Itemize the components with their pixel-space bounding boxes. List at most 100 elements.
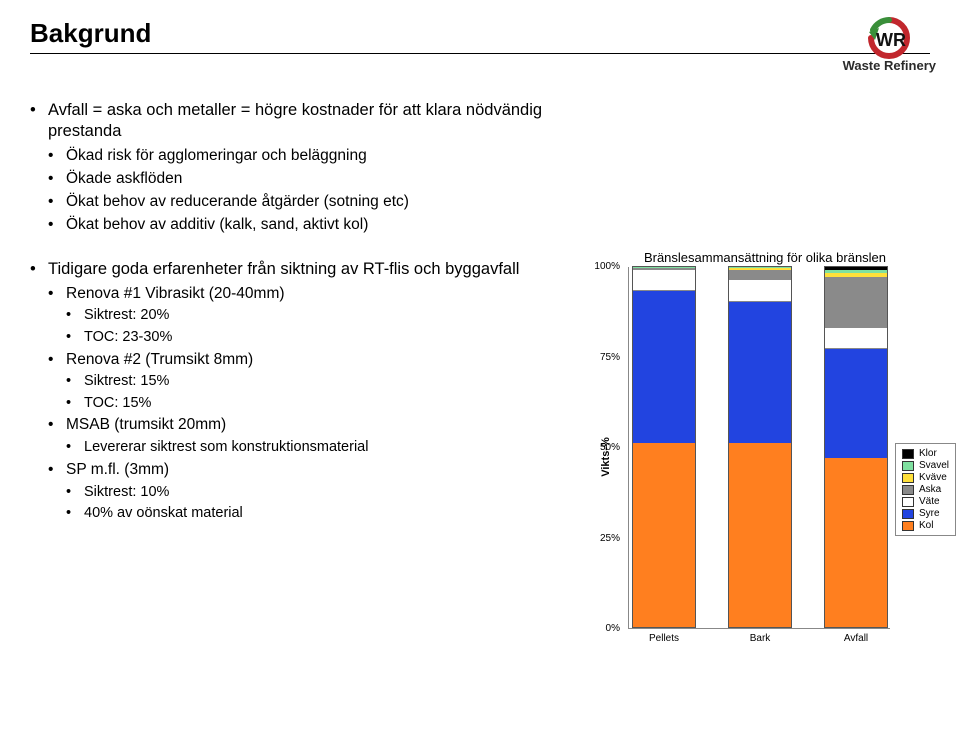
logo-text: Waste Refinery (843, 58, 936, 73)
bullet-l2: Ökade askflöden (48, 169, 550, 189)
bullet-l1: Tidigare goda erfarenheter från siktning… (30, 259, 550, 523)
chart-legend: KlorSvavelKväveAskaVäteSyreKol (895, 443, 956, 536)
legend-label: Väte (919, 496, 940, 507)
legend-row: Aska (902, 484, 949, 495)
chart-bar-segment (728, 278, 792, 302)
bullet-l2: Ökat behov av additiv (kalk, sand, aktiv… (48, 215, 550, 235)
chart-bar: Avfall (824, 266, 888, 628)
bullet-l3: Levererar siktrest som konstruktionsmate… (66, 438, 550, 457)
header: Bakgrund W R Waste Refinery (30, 18, 930, 72)
chart-plot: Pellets Bark Avfall (628, 267, 890, 629)
legend-row: Klor (902, 448, 949, 459)
chart-bar-segment (728, 443, 792, 628)
svg-text:W: W (876, 30, 893, 50)
bullet-list: Tidigare goda erfarenheter från siktning… (30, 259, 550, 523)
legend-label: Syre (919, 508, 940, 519)
bullet-l3: Siktrest: 10% (66, 483, 550, 502)
bullet-list: Avfall = aska och metaller = högre kostn… (30, 100, 550, 235)
bullet-text: MSAB (trumsikt 20mm) (66, 416, 226, 433)
legend-row: Kväve (902, 472, 949, 483)
legend-swatch (902, 449, 914, 459)
chart-bar-segment (632, 267, 696, 268)
bullet-l3: Siktrest: 15% (66, 372, 550, 391)
bullet-l3: TOC: 15% (66, 394, 550, 413)
chart-bar: Bark (728, 266, 792, 628)
body: Avfall = aska och metaller = högre kostn… (30, 100, 930, 529)
bullet-sublist: Siktrest: 10% 40% av oönskat material (66, 483, 550, 523)
bullet-l2: Renova #1 Vibrasikt (20-40mm) Siktrest: 2… (48, 284, 550, 347)
bullet-sublist: Siktrest: 20% TOC: 23-30% (66, 306, 550, 346)
svg-text:R: R (893, 30, 906, 50)
chart-bar-segment (728, 266, 792, 267)
bullet-l2: Renova #2 (Trumsikt 8mm) Siktrest: 15% TOC… (48, 350, 550, 413)
chart-bar-segment (824, 326, 888, 350)
bullet-l2: MSAB (trumsikt 20mm) Levererar siktrest s… (48, 415, 550, 456)
chart-xlabel: Pellets (632, 633, 696, 644)
text-column: Avfall = aska och metaller = högre kostn… (30, 100, 550, 529)
chart-area: Vikts-% 0%25%50%75%100% PelletsBarkAvfal… (580, 267, 950, 647)
chart-title: Bränslesammansättning för olika bränslen (580, 250, 950, 265)
legend-label: Kol (919, 520, 933, 531)
legend-label: Klor (919, 448, 937, 459)
legend-row: Syre (902, 508, 949, 519)
chart-bar-segment (824, 273, 888, 277)
legend-row: Väte (902, 496, 949, 507)
chart-column: Bränslesammansättning för olika bränslen… (550, 100, 930, 529)
slide-page: Bakgrund W R Waste Refinery Avfall = ask… (0, 0, 960, 731)
chart-bar-segment (824, 277, 888, 328)
legend-swatch (902, 509, 914, 519)
legend-row: Svavel (902, 460, 949, 471)
chart-bar-segment (824, 266, 888, 270)
chart-bar-segment (728, 267, 792, 268)
chart-ytick: 50% (580, 442, 620, 453)
legend-swatch (902, 473, 914, 483)
bullet-sublist: Ökad risk för agglomeringar och beläggni… (48, 146, 550, 234)
bullet-text: Avfall = aska och metaller = högre kostn… (48, 101, 542, 140)
bullet-l3: TOC: 23-30% (66, 328, 550, 347)
chart-xlabel: Bark (728, 633, 792, 644)
logo: W R Waste Refinery (843, 14, 936, 73)
legend-swatch (902, 521, 914, 531)
chart-bar-segment (632, 268, 696, 269)
legend-label: Aska (919, 484, 941, 495)
bullet-l3: Siktrest: 20% (66, 306, 550, 325)
legend-swatch (902, 461, 914, 471)
bullet-sublist: Levererar siktrest som konstruktionsmate… (66, 438, 550, 457)
chart-bar-segment (632, 291, 696, 443)
logo-icon: W R (855, 14, 923, 60)
bullet-l3: 40% av oönskat material (66, 504, 550, 523)
chart-bar-segment (824, 349, 888, 458)
bullet-text: Renova #1 Vibrasikt (20-40mm) (66, 285, 285, 302)
chart-bar-segment (824, 458, 888, 628)
bullet-l2: Ökat behov av reducerande åtgärder (sotn… (48, 192, 550, 212)
chart-xlabel: Avfall (824, 633, 888, 644)
title-rule (30, 53, 930, 54)
chart-bar-segment (824, 270, 888, 273)
legend-row: Kol (902, 520, 949, 531)
chart-ytick: 0% (580, 623, 620, 634)
chart-ytick: 75% (580, 352, 620, 363)
page-title: Bakgrund (30, 18, 930, 49)
chart-ytick: 25% (580, 533, 620, 544)
chart-bar-segment (632, 266, 696, 267)
legend-swatch (902, 497, 914, 507)
legend-swatch (902, 485, 914, 495)
chart-bar: Pellets (632, 266, 696, 628)
bullet-l2: SP m.fl. (3mm) Siktrest: 10% 40% av oönska… (48, 460, 550, 523)
bullet-text: SP m.fl. (3mm) (66, 461, 169, 478)
bullet-text: Tidigare goda erfarenheter från siktning… (48, 260, 519, 278)
bullet-l1: Avfall = aska och metaller = högre kostn… (30, 100, 550, 235)
chart: Bränslesammansättning för olika bränslen… (580, 250, 950, 647)
bullet-sublist: Siktrest: 15% TOC: 15% (66, 372, 550, 412)
legend-label: Kväve (919, 472, 947, 483)
legend-label: Svavel (919, 460, 949, 471)
chart-bar-segment (632, 267, 696, 268)
chart-bar-segment (728, 268, 792, 270)
chart-bar-segment (728, 270, 792, 281)
bullet-text: Renova #2 (Trumsikt 8mm) (66, 351, 253, 368)
chart-bar-segment (632, 268, 696, 292)
chart-ytick: 100% (580, 261, 620, 272)
chart-bar-segment (632, 443, 696, 628)
bullet-l2: Ökad risk för agglomeringar och beläggni… (48, 146, 550, 166)
bullet-sublist: Renova #1 Vibrasikt (20-40mm) Siktrest: 2… (48, 284, 550, 523)
